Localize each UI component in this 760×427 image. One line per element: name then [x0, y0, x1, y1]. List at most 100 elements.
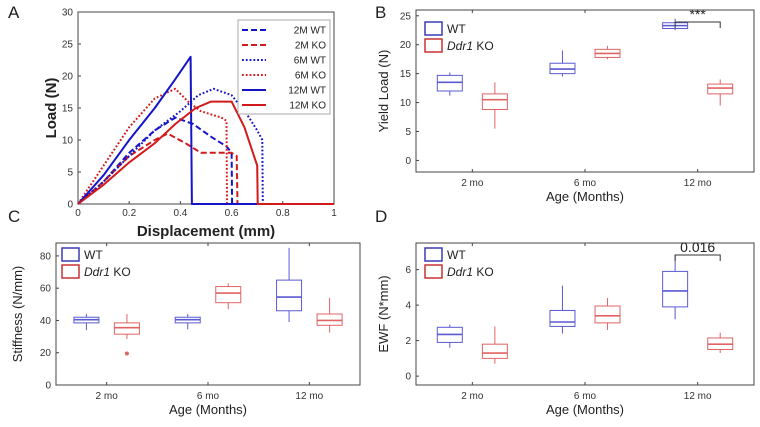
panel-label-d: D	[375, 207, 387, 226]
legend-label-rest: KO	[110, 265, 131, 279]
series-line-12m-ko	[77, 100, 334, 205]
x-tick-label: 2 mo	[461, 391, 484, 402]
significance-label: ***	[689, 6, 706, 22]
box-wt-6mo	[549, 50, 576, 77]
x-tick-label: 0.2	[122, 208, 136, 219]
legend-swatch	[61, 247, 80, 262]
box-ko-6mo	[594, 298, 621, 330]
legend-swatch	[424, 21, 443, 36]
box-ko-12mo	[316, 297, 343, 333]
box-iqr	[594, 305, 621, 324]
y-tick-label: 25	[400, 11, 412, 22]
box-wt-6mo	[549, 285, 576, 334]
box-iqr	[481, 93, 508, 111]
box-wt-6mo	[174, 314, 201, 330]
x-tick-label: 6 mo	[197, 391, 220, 402]
y-tick-label: 5	[405, 127, 411, 138]
box-iqr	[113, 322, 140, 335]
box-iqr	[215, 286, 242, 304]
box-wt-2mo	[436, 72, 463, 96]
x-tick-label: 6 mo	[574, 391, 597, 402]
box-iqr	[276, 279, 303, 312]
box-iqr	[316, 313, 343, 326]
box-ko-6mo	[215, 283, 242, 310]
x-axis-label: Age (Months)	[169, 402, 247, 417]
panel-c: C 0 20 40 60 80 2 mo 6 mo 12 mo Age (Months) Stiff…	[8, 207, 361, 417]
x-tick-label: 0.4	[173, 208, 187, 219]
legend-box	[237, 19, 331, 115]
legend-label: 2M KO	[295, 41, 326, 52]
y-axis-label: Stiffness (N/mm)	[10, 266, 25, 363]
legend-label-rest: KO	[473, 39, 494, 53]
box-wt-12mo	[662, 255, 689, 320]
series-line-2m-ko	[77, 132, 334, 205]
legend-label-italic: Ddr1	[447, 39, 473, 53]
box-wt-2mo	[73, 314, 100, 331]
y-tick-label: 0	[405, 156, 411, 167]
legend: WT Ddr1 KO	[424, 247, 494, 279]
legend-label: 2M WT	[294, 26, 326, 37]
legend-swatch	[424, 247, 443, 262]
y-tick-label: 20	[40, 348, 52, 359]
legend-label: WT	[447, 22, 466, 36]
y-tick-label: 10	[62, 136, 74, 147]
legend: WT Ddr1 KO	[424, 21, 494, 53]
y-tick-label: 0	[67, 200, 73, 211]
box-iqr	[549, 309, 576, 327]
y-tick-label: 20	[62, 72, 74, 83]
panel-b: B 0 5 10 15 20 25 2 mo 6 mo 12 mo Age (Months) Yiel…	[375, 3, 755, 204]
legend-label: Ddr1 KO	[84, 265, 131, 279]
x-tick-label: 0.6	[225, 208, 239, 219]
box-ko-2mo	[481, 326, 508, 364]
panel-d: D 0 2 4 6 2 mo 6 mo 12 mo Age (Months) EWF (N*mm)…	[375, 207, 755, 417]
y-tick-label: 60	[40, 284, 52, 295]
panel-label-c: C	[8, 207, 20, 226]
legend-label: 12M KO	[289, 101, 326, 112]
y-tick-label: 15	[62, 104, 74, 115]
y-tick-label: 6	[405, 265, 411, 276]
y-tick-label: 80	[40, 251, 52, 262]
x-tick-label: 2 mo	[96, 391, 119, 402]
legend-label: WT	[84, 248, 103, 262]
y-tick-label: 0	[45, 381, 51, 392]
x-tick-label: 0	[75, 208, 81, 219]
box-iqr	[707, 83, 734, 95]
y-tick-label: 30	[62, 8, 74, 19]
y-tick-label: 40	[40, 316, 52, 327]
legend-label: 6M WT	[294, 56, 326, 67]
x-axis-label: Displacement (mm)	[137, 223, 275, 240]
y-tick-label: 20	[400, 40, 412, 51]
y-axis-label: Yield Load (N)	[376, 50, 391, 133]
x-axis-label: Age (Months)	[546, 189, 624, 204]
legend-swatch	[424, 264, 443, 279]
significance-bracket	[674, 21, 721, 28]
outlier-point	[124, 351, 129, 356]
box-ko-2mo	[113, 314, 140, 356]
legend-label-italic: Ddr1	[84, 265, 110, 279]
box-ko-12mo	[707, 332, 734, 354]
box-iqr	[436, 74, 463, 92]
series-line-6m-ko	[77, 87, 334, 205]
series-line-2m-wt	[77, 116, 334, 205]
plot-frame	[415, 9, 755, 173]
box-ko-6mo	[594, 45, 621, 60]
legend-label: 6M KO	[295, 71, 326, 82]
legend: WT Ddr1 KO	[61, 247, 131, 279]
y-tick-label: 25	[62, 40, 74, 51]
box-wt-12mo	[276, 247, 303, 323]
x-tick-label: 0.8	[276, 208, 290, 219]
x-axis-label: Age (Months)	[546, 402, 624, 417]
legend-label-rest: KO	[473, 265, 494, 279]
panel-a: A0 0.2 0.4 0.6 0.8 1051015202530Displacement …	[8, 3, 337, 240]
y-axis-label: EWF (N*mm)	[376, 275, 391, 352]
x-tick-label: 6 mo	[574, 178, 597, 189]
panel-label-a: A	[8, 3, 20, 22]
box-ko-2mo	[481, 82, 508, 129]
y-tick-label: 0	[405, 372, 411, 383]
box-wt-2mo	[436, 324, 463, 348]
significance-label: 0.016	[680, 239, 715, 255]
x-tick-label: 2 mo	[461, 178, 484, 189]
significance-bracket	[674, 254, 721, 261]
legend-label: Ddr1 KO	[447, 265, 494, 279]
